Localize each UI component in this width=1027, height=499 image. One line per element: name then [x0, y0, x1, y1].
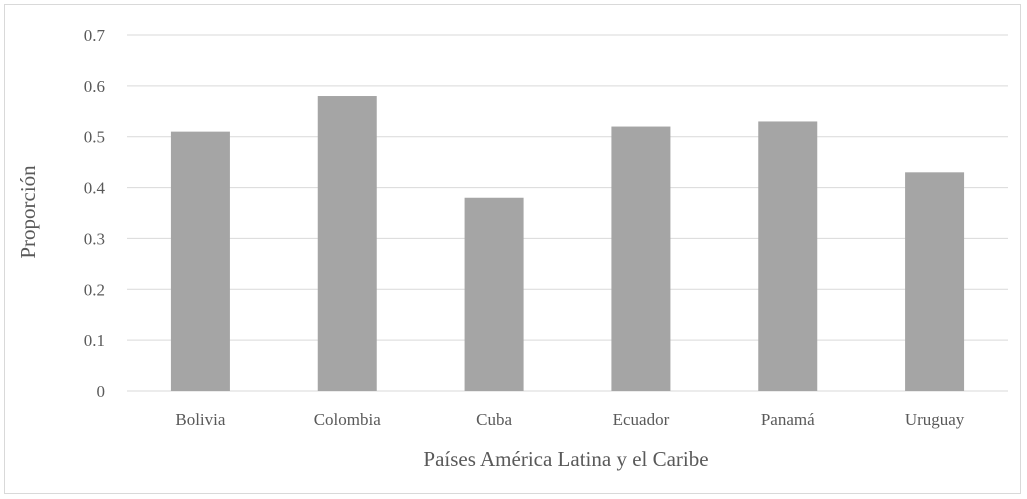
gridlines — [127, 35, 1008, 391]
y-axis-title: Proporción — [16, 165, 40, 259]
x-category-label: Cuba — [476, 410, 512, 429]
y-tick-label: 0.4 — [84, 179, 106, 198]
bars — [171, 96, 964, 391]
bar — [611, 127, 670, 391]
x-category-label: Uruguay — [905, 410, 965, 429]
y-tick-label: 0.1 — [84, 331, 105, 350]
bar — [758, 121, 817, 391]
x-category-label: Ecuador — [613, 410, 670, 429]
bar — [905, 172, 964, 391]
x-category-label: Colombia — [314, 410, 382, 429]
y-tick-label: 0.6 — [84, 77, 105, 96]
y-tick-label: 0.7 — [84, 26, 106, 45]
bar — [171, 132, 230, 391]
y-tick-label: 0.3 — [84, 229, 105, 248]
x-category-label: Bolivia — [175, 410, 226, 429]
x-category-labels: Bolivia Colombia Cuba Ecuador Panamá Uruguay — [175, 410, 964, 429]
bar — [318, 96, 377, 391]
bar — [465, 198, 524, 391]
y-tick-labels: 0 0.1 0.2 0.3 0.4 0.5 0.6 0.7 — [84, 26, 106, 401]
x-axis-title: Países América Latina y el Caribe — [423, 447, 708, 471]
y-tick-label: 0.5 — [84, 128, 105, 147]
y-tick-label: 0.2 — [84, 280, 105, 299]
x-category-label: Panamá — [761, 410, 815, 429]
y-tick-label: 0 — [97, 382, 106, 401]
